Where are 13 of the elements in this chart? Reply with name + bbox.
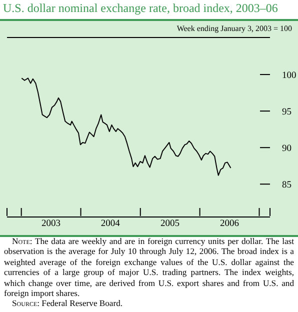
x-tick-label: 2003 [41, 219, 61, 229]
text: Note: The data are weekly and are in foreign currency units per dollar. The last observation is the average for July 10 through July 12, 2006. The broad index is a weighted average of the foreign exchange values of the U.S. dollar against the currencies of a large group of major U.S. trading partners. The index weights, which change over time, are derived from U.S. export shares and from U.S. and foreign import shares. [4, 236, 294, 298]
x-tick-label: 2005 [160, 219, 180, 229]
chart-title: U.S. dollar nominal exchange rate, broad index, 2003–06 [3, 1, 278, 16]
line-series [21, 78, 232, 176]
y-tick-label: 95 [282, 108, 292, 118]
y-tick-label: 100 [282, 71, 296, 82]
x-tick-label: 2004 [100, 219, 120, 229]
x-tick-label: 2006 [220, 219, 240, 229]
y-tick-label: 85 [282, 180, 292, 191]
chart-subtitle: Week ending January 3, 2003 = 100 [176, 24, 292, 33]
y-tick-label: 90 [282, 144, 292, 154]
source-note: Source: Federal Reserve Board. [12, 298, 123, 308]
